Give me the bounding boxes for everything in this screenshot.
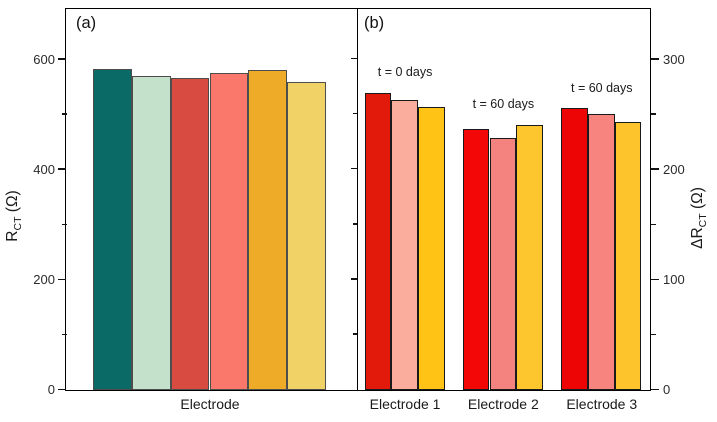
panel-a-bar-1	[92, 68, 132, 390]
panel-b-group-1-bar-2	[391, 100, 418, 390]
panel-b-x-category-label-3: Electrode 3	[566, 396, 638, 412]
left-axis-major-tick	[58, 388, 66, 391]
divider-major-tick	[350, 167, 357, 170]
panel-a-bar-4	[209, 73, 249, 390]
panel-a-tag: (a)	[76, 14, 97, 32]
panel-b-tag: (b)	[364, 14, 385, 32]
panel-b-group-3-bar-1	[561, 108, 588, 390]
right-axis-major-tick	[651, 388, 659, 391]
left-axis-minor-tick	[61, 113, 67, 115]
panel-a-bar-5	[248, 70, 288, 390]
left-y-axis-label-unit: (Ω)	[3, 190, 21, 217]
right-y-axis-label: ΔRCT (Ω)	[689, 187, 709, 249]
right-axis-major-tick	[651, 168, 659, 170]
right-axis-major-tick	[651, 278, 659, 281]
right-y-axis-label-unit: (Ω)	[688, 187, 706, 214]
right-axis-tick-label: 100	[663, 271, 685, 287]
divider-major-tick	[350, 57, 357, 60]
left-axis-major-tick	[58, 58, 66, 60]
divider-major-tick	[350, 278, 357, 280]
panel-a-bar-2	[131, 76, 171, 390]
left-axis-tick-label: 200	[33, 271, 55, 287]
panel-a-bar-3	[170, 78, 210, 390]
right-axis-tick-label: 300	[663, 51, 685, 67]
divider-minor-tick	[353, 223, 357, 225]
panel-b-group-3-bar-3	[614, 122, 642, 390]
left-axis-tick-label: 600	[33, 51, 55, 67]
left-y-axis-label-sub: CT	[12, 216, 25, 231]
panel-b-annotation-2: t = 60 days	[472, 97, 535, 112]
left-y-axis-label-base: R	[3, 230, 21, 242]
left-axis-minor-tick	[61, 333, 67, 336]
panel-b-group-1-bar-3	[417, 106, 445, 390]
right-axis-tick-label: 200	[663, 161, 685, 177]
right-axis-minor-tick	[651, 113, 656, 115]
right-axis-tick-label: 0	[663, 382, 671, 397]
panel-b-annotation-1: t = 0 days	[377, 65, 433, 80]
right-axis-minor-tick	[651, 333, 656, 336]
left-axis-major-tick	[58, 278, 66, 281]
panel-a-x-category-label: Electrode	[180, 396, 240, 412]
divider-minor-tick	[353, 333, 357, 335]
left-y-axis-label: RCT (Ω)	[4, 190, 24, 241]
left-axis-major-tick	[58, 168, 66, 170]
panel-b-group-2-bar-1	[462, 128, 490, 390]
divider-minor-tick	[353, 112, 357, 115]
left-axis-tick-label: 400	[33, 161, 55, 177]
panel-b-x-category-label-1: Electrode 1	[369, 396, 441, 412]
right-axis-major-tick	[651, 58, 659, 60]
panel-divider-line	[356, 9, 358, 390]
panel-b-group-3-bar-2	[587, 113, 615, 390]
panel-a-bar-6	[287, 82, 327, 390]
left-axis-tick-label: 0	[47, 382, 55, 397]
panel-b-annotation-3: t = 60 days	[571, 80, 633, 95]
panel-b-group-2-bar-2	[489, 137, 517, 390]
plot-frame	[65, 8, 651, 391]
panel-b-group-2-bar-3	[516, 124, 543, 390]
left-axis-minor-tick	[61, 223, 67, 226]
right-y-axis-label-base: ΔR	[688, 227, 706, 249]
panel-b-group-1-bar-1	[364, 92, 392, 390]
right-axis-minor-tick	[651, 223, 656, 226]
panel-b-x-category-label-2: Electrode 2	[467, 396, 539, 412]
right-y-axis-label-sub: CT	[697, 213, 710, 228]
